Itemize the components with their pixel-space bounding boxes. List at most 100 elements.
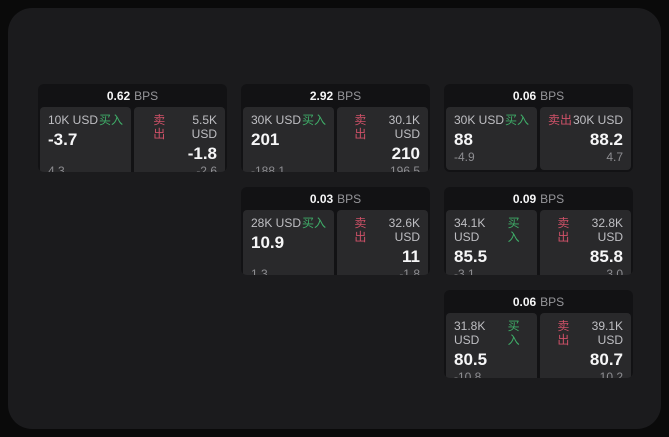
buy-panel[interactable]: 30K USD 买入 88 -4.9 bbox=[446, 107, 537, 170]
buy-panel-top: 28K USD 买入 bbox=[251, 216, 326, 230]
sell-delta: 196.5 bbox=[389, 164, 420, 172]
card-body: 30K USD 买入 201 -188.1 卖出 30.1K USD 210 1… bbox=[241, 107, 430, 172]
buy-panel[interactable]: 28K USD 买入 10.9 1.3 bbox=[243, 210, 334, 275]
buy-delta: -4.9 bbox=[454, 150, 475, 164]
buy-side-label: 买入 bbox=[504, 113, 529, 127]
card-body: 28K USD 买入 10.9 1.3 卖出 32.6K USD 11 -1.8 bbox=[241, 210, 430, 275]
sell-panel-top: 卖出 32.8K USD bbox=[548, 216, 623, 244]
card-header: 2.92 BPS bbox=[241, 84, 430, 107]
buy-size-label: 28K USD bbox=[251, 216, 302, 230]
buy-side-label: 买入 bbox=[301, 113, 326, 127]
buy-side-label: 买入 bbox=[507, 319, 520, 347]
sell-size-label: 30.1K USD bbox=[388, 113, 420, 141]
sell-side-label: 卖出 bbox=[354, 216, 367, 244]
sell-size-label: 5.5K USD bbox=[191, 113, 217, 141]
bps-value: 2.92 bbox=[309, 88, 334, 103]
buy-panel[interactable]: 34.1K USD 买入 85.5 -3.1 bbox=[446, 210, 537, 275]
buy-panel-top: 30K USD 买入 bbox=[454, 113, 529, 127]
card-body: 10K USD 买入 -3.7 4.3 卖出 5.5K USD -1.8 -2.… bbox=[38, 107, 227, 172]
sell-price: -1.8 bbox=[187, 144, 217, 163]
quote-card[interactable]: 0.03 BPS 28K USD 买入 10.9 1.3 卖出 32.6K US… bbox=[241, 187, 430, 275]
bps-unit-label: BPS bbox=[540, 294, 565, 309]
quote-card[interactable]: 0.06 BPS 30K USD 买入 88 -4.9 卖出 30K USD 8… bbox=[444, 84, 633, 172]
sell-panel-top: 卖出 30K USD bbox=[548, 113, 623, 127]
buy-panel[interactable]: 30K USD 买入 201 -188.1 bbox=[243, 107, 334, 172]
buy-size-label: 31.8K USD bbox=[454, 319, 486, 347]
bps-unit-label: BPS bbox=[134, 88, 159, 103]
sell-size-label: 32.6K USD bbox=[388, 216, 420, 244]
buy-price: 85.5 bbox=[454, 247, 488, 266]
bps-value: 0.62 bbox=[106, 88, 131, 103]
sell-delta: 3.0 bbox=[606, 267, 623, 275]
buy-panel[interactable]: 31.8K USD 买入 80.5 -10.8 bbox=[446, 313, 537, 378]
sell-panel[interactable]: 卖出 5.5K USD -1.8 -2.6 bbox=[134, 107, 225, 172]
buy-delta: -188.1 bbox=[251, 164, 286, 172]
sell-size-label: 30K USD bbox=[572, 113, 623, 127]
sell-delta: 4.7 bbox=[606, 150, 623, 164]
buy-size-label: 30K USD bbox=[454, 113, 505, 127]
card-body: 34.1K USD 买入 85.5 -3.1 卖出 32.8K USD 85.8… bbox=[444, 210, 633, 275]
sell-price: 80.7 bbox=[589, 350, 623, 369]
bps-value: 0.03 bbox=[309, 191, 334, 206]
sell-side-label: 卖出 bbox=[354, 113, 367, 141]
buy-price: 80.5 bbox=[454, 350, 488, 369]
buy-delta: 4.3 bbox=[48, 164, 65, 172]
bps-unit-label: BPS bbox=[540, 191, 565, 206]
sell-delta: -2.6 bbox=[196, 164, 217, 172]
sell-panel[interactable]: 卖出 32.6K USD 11 -1.8 bbox=[337, 210, 428, 275]
buy-price: 10.9 bbox=[251, 233, 285, 252]
bps-unit-label: BPS bbox=[337, 88, 362, 103]
sell-side-label: 卖出 bbox=[557, 319, 570, 347]
quote-card[interactable]: 0.62 BPS 10K USD 买入 -3.7 4.3 卖出 5.5K USD… bbox=[38, 84, 227, 172]
sell-price: 210 bbox=[391, 144, 420, 163]
buy-panel[interactable]: 10K USD 买入 -3.7 4.3 bbox=[40, 107, 131, 172]
buy-delta: 1.3 bbox=[251, 267, 268, 275]
bps-unit-label: BPS bbox=[337, 191, 362, 206]
quote-cards-grid: 0.62 BPS 10K USD 买入 -3.7 4.3 卖出 5.5K USD… bbox=[38, 84, 633, 378]
buy-side-label: 买入 bbox=[301, 216, 326, 230]
sell-panel[interactable]: 卖出 30K USD 88.2 4.7 bbox=[540, 107, 631, 170]
app-window: 0.62 BPS 10K USD 买入 -3.7 4.3 卖出 5.5K USD… bbox=[8, 8, 661, 429]
sell-delta: -1.8 bbox=[399, 267, 420, 275]
card-header: 0.03 BPS bbox=[241, 187, 430, 210]
sell-panel[interactable]: 卖出 39.1K USD 80.7 10.2 bbox=[540, 313, 631, 378]
quote-card[interactable]: 0.06 BPS 31.8K USD 买入 80.5 -10.8 卖出 39.1… bbox=[444, 290, 633, 378]
sell-panel-top: 卖出 39.1K USD bbox=[548, 319, 623, 347]
buy-panel-top: 34.1K USD 买入 bbox=[454, 216, 529, 244]
card-header: 0.62 BPS bbox=[38, 84, 227, 107]
buy-panel-top: 30K USD 买入 bbox=[251, 113, 326, 127]
sell-panel[interactable]: 卖出 30.1K USD 210 196.5 bbox=[337, 107, 428, 172]
buy-delta: -10.8 bbox=[454, 370, 482, 378]
quote-card[interactable]: 0.09 BPS 34.1K USD 买入 85.5 -3.1 卖出 32.8K… bbox=[444, 187, 633, 275]
sell-price: 88.2 bbox=[589, 130, 623, 149]
bps-unit-label: BPS bbox=[540, 88, 565, 103]
buy-price: 88 bbox=[454, 130, 473, 149]
sell-side-label: 卖出 bbox=[548, 113, 573, 127]
sell-price: 85.8 bbox=[589, 247, 623, 266]
buy-panel-top: 10K USD 买入 bbox=[48, 113, 123, 127]
sell-panel-top: 卖出 32.6K USD bbox=[345, 216, 420, 244]
card-header: 0.06 BPS bbox=[444, 84, 633, 107]
sell-size-label: 39.1K USD bbox=[591, 319, 623, 347]
buy-side-label: 买入 bbox=[507, 216, 520, 244]
buy-size-label: 34.1K USD bbox=[454, 216, 486, 244]
bps-value: 0.06 bbox=[512, 294, 537, 309]
buy-side-label: 买入 bbox=[98, 113, 123, 127]
card-header: 0.06 BPS bbox=[444, 290, 633, 313]
sell-side-label: 卖出 bbox=[153, 113, 166, 141]
sell-size-label: 32.8K USD bbox=[591, 216, 623, 244]
card-header: 0.09 BPS bbox=[444, 187, 633, 210]
quote-card[interactable]: 2.92 BPS 30K USD 买入 201 -188.1 卖出 30.1K … bbox=[241, 84, 430, 172]
card-body: 30K USD 买入 88 -4.9 卖出 30K USD 88.2 4.7 bbox=[444, 107, 633, 172]
buy-price: 201 bbox=[251, 130, 280, 149]
sell-panel[interactable]: 卖出 32.8K USD 85.8 3.0 bbox=[540, 210, 631, 275]
buy-price: -3.7 bbox=[48, 130, 78, 149]
buy-panel-top: 31.8K USD 买入 bbox=[454, 319, 529, 347]
sell-delta: 10.2 bbox=[599, 370, 623, 378]
buy-size-label: 10K USD bbox=[48, 113, 99, 127]
buy-size-label: 30K USD bbox=[251, 113, 302, 127]
card-body: 31.8K USD 买入 80.5 -10.8 卖出 39.1K USD 80.… bbox=[444, 313, 633, 378]
buy-delta: -3.1 bbox=[454, 267, 475, 275]
sell-side-label: 卖出 bbox=[557, 216, 570, 244]
sell-panel-top: 卖出 5.5K USD bbox=[142, 113, 217, 141]
